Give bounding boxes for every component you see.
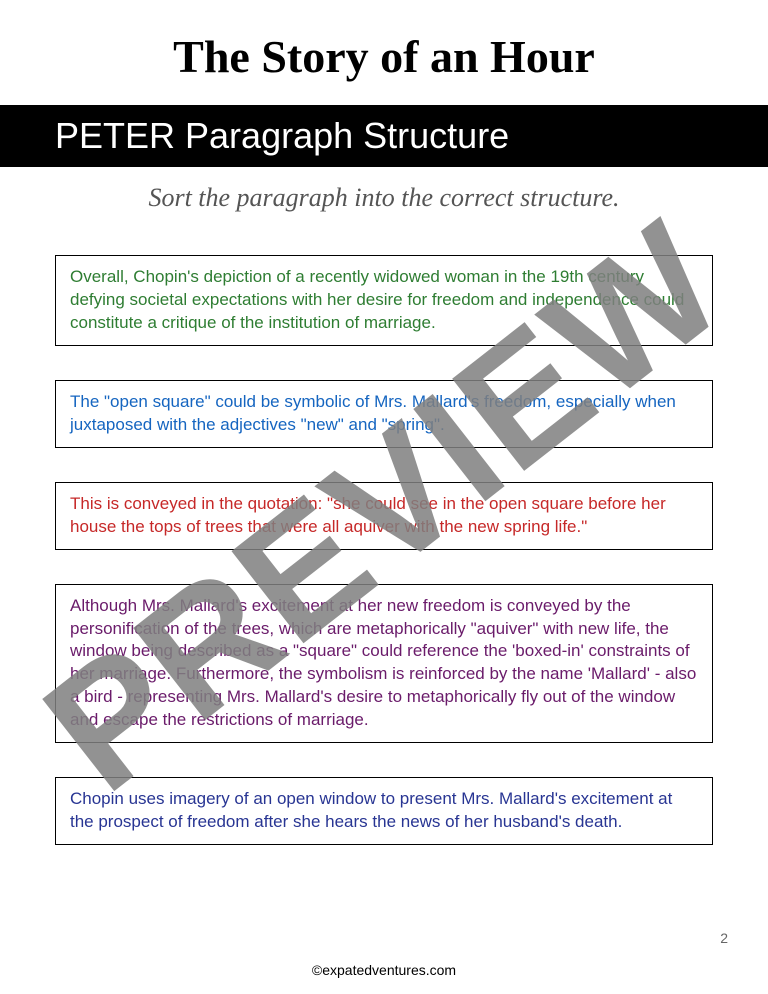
copyright-text: ©expatedventures.com [0,962,768,978]
worksheet-title: The Story of an Hour [55,30,713,83]
section-heading-banner: PETER Paragraph Structure [0,105,768,167]
worksheet-page: The Story of an Hour PETER Paragraph Str… [0,0,768,994]
paragraph-box: The "open square" could be symbolic of M… [55,380,713,448]
paragraph-box: Although Mrs. Mallard's excitement at he… [55,584,713,744]
paragraph-box: Overall, Chopin's depiction of a recentl… [55,255,713,346]
instruction-text: Sort the paragraph into the correct stru… [55,183,713,213]
page-number: 2 [720,930,728,946]
paragraph-box: This is conveyed in the quotation: "she … [55,482,713,550]
paragraph-box: Chopin uses imagery of an open window to… [55,777,713,845]
